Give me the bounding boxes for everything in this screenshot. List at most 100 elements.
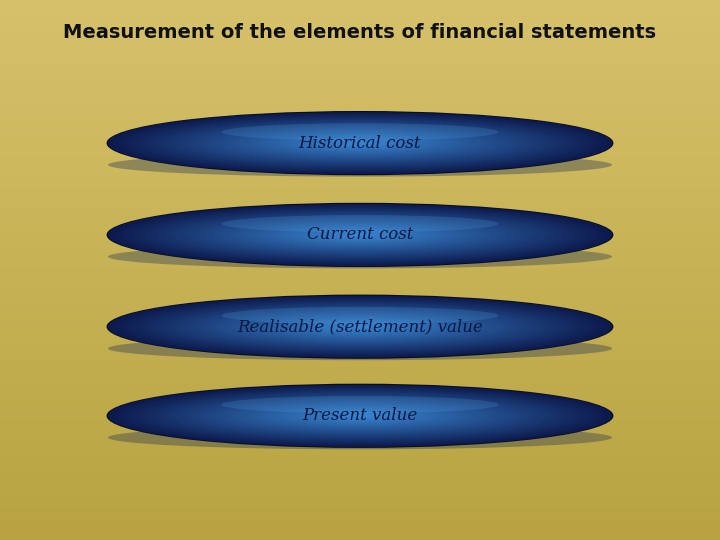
Ellipse shape	[251, 313, 469, 340]
Ellipse shape	[230, 400, 490, 432]
Ellipse shape	[212, 397, 508, 434]
Ellipse shape	[297, 408, 423, 424]
Ellipse shape	[251, 130, 469, 157]
Ellipse shape	[204, 124, 516, 163]
Ellipse shape	[150, 209, 570, 261]
Ellipse shape	[297, 227, 423, 243]
Ellipse shape	[263, 315, 457, 339]
Ellipse shape	[318, 410, 402, 421]
Ellipse shape	[163, 211, 557, 259]
Ellipse shape	[120, 113, 600, 173]
Ellipse shape	[246, 129, 474, 157]
Ellipse shape	[217, 309, 503, 345]
Ellipse shape	[129, 114, 591, 172]
Ellipse shape	[204, 215, 516, 254]
Ellipse shape	[346, 414, 374, 417]
Ellipse shape	[230, 310, 490, 343]
Ellipse shape	[112, 204, 608, 266]
Ellipse shape	[305, 228, 415, 242]
Ellipse shape	[142, 116, 578, 170]
Ellipse shape	[267, 224, 453, 246]
Ellipse shape	[142, 389, 578, 443]
Ellipse shape	[221, 399, 499, 433]
Ellipse shape	[192, 123, 528, 164]
Ellipse shape	[158, 391, 562, 441]
Ellipse shape	[108, 384, 612, 447]
Ellipse shape	[351, 415, 369, 417]
Ellipse shape	[184, 394, 536, 437]
Ellipse shape	[233, 127, 487, 159]
Ellipse shape	[297, 319, 423, 335]
Ellipse shape	[138, 388, 582, 443]
Ellipse shape	[225, 310, 495, 343]
Ellipse shape	[276, 225, 444, 245]
Ellipse shape	[309, 409, 411, 422]
Ellipse shape	[318, 321, 402, 332]
Ellipse shape	[163, 302, 557, 351]
Ellipse shape	[325, 139, 395, 147]
Ellipse shape	[276, 316, 444, 337]
Ellipse shape	[196, 396, 524, 436]
Ellipse shape	[222, 123, 498, 140]
Ellipse shape	[318, 230, 402, 240]
Ellipse shape	[254, 314, 466, 340]
Ellipse shape	[112, 385, 608, 447]
Ellipse shape	[166, 119, 554, 167]
Ellipse shape	[309, 137, 411, 150]
Ellipse shape	[108, 204, 612, 266]
Ellipse shape	[200, 307, 520, 346]
Ellipse shape	[166, 392, 554, 440]
Ellipse shape	[158, 118, 562, 168]
Ellipse shape	[351, 142, 369, 144]
Ellipse shape	[158, 210, 562, 260]
Ellipse shape	[175, 393, 545, 438]
Text: Historical cost: Historical cost	[299, 134, 421, 152]
Ellipse shape	[166, 303, 554, 350]
Ellipse shape	[242, 401, 478, 430]
Ellipse shape	[138, 299, 582, 354]
Ellipse shape	[117, 296, 603, 357]
Ellipse shape	[145, 208, 575, 261]
Ellipse shape	[154, 301, 566, 352]
Ellipse shape	[192, 395, 528, 436]
Ellipse shape	[334, 232, 386, 238]
Ellipse shape	[163, 392, 557, 440]
Ellipse shape	[107, 383, 613, 448]
Ellipse shape	[209, 124, 511, 162]
Ellipse shape	[125, 114, 595, 172]
Ellipse shape	[330, 323, 390, 330]
Ellipse shape	[309, 320, 411, 333]
Ellipse shape	[267, 315, 453, 338]
Ellipse shape	[355, 326, 365, 327]
Ellipse shape	[305, 136, 415, 150]
Ellipse shape	[222, 307, 498, 324]
Ellipse shape	[279, 225, 441, 245]
Ellipse shape	[196, 307, 524, 347]
Ellipse shape	[184, 122, 536, 165]
Ellipse shape	[171, 393, 549, 439]
Ellipse shape	[200, 124, 520, 163]
Ellipse shape	[166, 211, 554, 259]
Ellipse shape	[171, 303, 549, 350]
Ellipse shape	[238, 220, 482, 250]
Ellipse shape	[258, 314, 462, 339]
Ellipse shape	[196, 215, 524, 255]
Ellipse shape	[187, 306, 533, 348]
Ellipse shape	[271, 224, 449, 246]
Ellipse shape	[108, 245, 612, 268]
Ellipse shape	[150, 117, 570, 169]
Ellipse shape	[284, 318, 436, 336]
Ellipse shape	[187, 395, 533, 437]
Ellipse shape	[246, 221, 474, 249]
Ellipse shape	[107, 202, 613, 267]
Ellipse shape	[284, 226, 436, 244]
Ellipse shape	[222, 396, 498, 413]
Ellipse shape	[225, 218, 495, 252]
Ellipse shape	[129, 298, 591, 355]
Ellipse shape	[107, 111, 613, 175]
Ellipse shape	[212, 308, 508, 345]
Ellipse shape	[225, 399, 495, 433]
Ellipse shape	[288, 407, 432, 424]
Ellipse shape	[138, 207, 582, 262]
Ellipse shape	[258, 222, 462, 247]
